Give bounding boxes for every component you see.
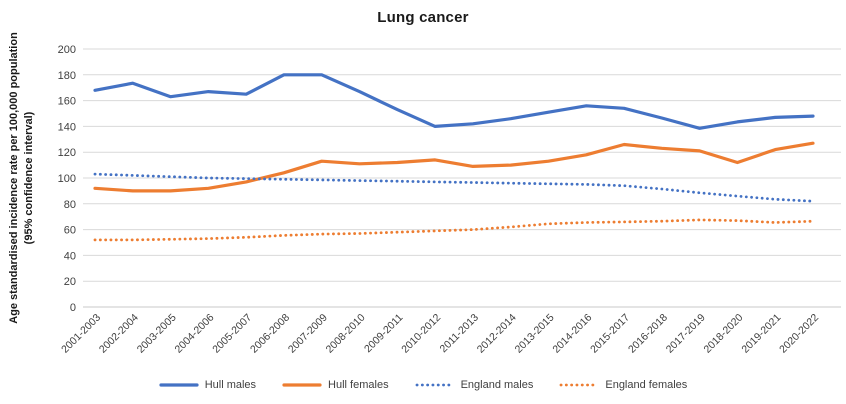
legend-hull-males-line-sample bbox=[159, 383, 199, 387]
y-axis-tick-label: 20 bbox=[64, 276, 76, 288]
series-hull-males-line bbox=[93, 73, 815, 130]
x-axis-tick-label: 2017-2019 bbox=[664, 312, 708, 356]
y-axis-tick-label: 100 bbox=[58, 173, 76, 185]
chart-legend: Hull males Hull females England males Engla… bbox=[0, 374, 846, 396]
legend-label-hull-females: Hull females bbox=[328, 379, 389, 391]
chart-title: Lung cancer bbox=[377, 9, 469, 26]
y-axis-tick-label: 80 bbox=[64, 199, 76, 211]
y-axis-tick-label: 160 bbox=[58, 96, 76, 108]
x-axis-tick-label: 2012-2014 bbox=[475, 312, 519, 356]
x-axis-tick-label: 2016-2018 bbox=[626, 312, 670, 356]
legend-item-england-females: England females bbox=[559, 379, 687, 391]
x-axis-tick-label: 2004-2006 bbox=[172, 312, 216, 356]
series-england-females-line bbox=[93, 218, 815, 242]
x-axis-tick-label: 2014-2016 bbox=[550, 312, 594, 356]
x-axis-tick-label: 2005-2007 bbox=[210, 312, 254, 356]
x-axis-tick-label: 2020-2022 bbox=[777, 312, 821, 356]
x-axis-tick-label: 2018-2020 bbox=[702, 312, 746, 356]
y-axis-tick-label: 120 bbox=[58, 147, 76, 159]
legend-label-england-females: England females bbox=[605, 379, 688, 391]
legend-label-england-males: England males bbox=[460, 379, 534, 391]
legend-england-females-line-sample bbox=[559, 383, 599, 387]
legend-label-hull-males: Hull males bbox=[204, 379, 257, 391]
y-axis-tick-label: 180 bbox=[58, 70, 76, 82]
x-axis-tick-label: 2009-2011 bbox=[362, 312, 406, 356]
y-axis-tick-label: 200 bbox=[58, 44, 76, 56]
x-axis-tick-label: 2007-2009 bbox=[286, 312, 330, 356]
x-axis-tick-label: 2019-2021 bbox=[739, 312, 783, 356]
y-axis-tick-label: 0 bbox=[70, 302, 76, 314]
x-axis-tick-label: 2015-2017 bbox=[588, 312, 632, 356]
series-england-males-line bbox=[93, 172, 815, 203]
x-axis-tick-label: 2013-2015 bbox=[513, 312, 557, 356]
x-axis-tick-label: 2010-2012 bbox=[399, 312, 443, 356]
y-axis-tick-label: 60 bbox=[64, 225, 76, 237]
x-axis-tick-label: 2008-2010 bbox=[324, 312, 368, 356]
x-axis-tick-label: 2001-2003 bbox=[59, 312, 103, 356]
x-axis-tick-label: 2002-2004 bbox=[97, 312, 141, 356]
legend-hull-females-line-sample bbox=[282, 383, 322, 387]
legend-item-hull-females: Hull females bbox=[282, 379, 389, 391]
legend-item-england-males: England males bbox=[415, 379, 534, 391]
x-axis-tick-label: 2003-2005 bbox=[135, 312, 179, 356]
legend-england-males-line-sample bbox=[415, 383, 454, 387]
x-axis-tick-label: 2006-2008 bbox=[248, 312, 292, 356]
series-hull-females-line bbox=[93, 141, 815, 193]
y-axis-tick-label: 140 bbox=[58, 121, 76, 133]
x-axis-tick-label: 2011-2013 bbox=[438, 312, 482, 356]
y-axis-tick-label: 40 bbox=[64, 250, 76, 262]
legend-item-hull-males: Hull males bbox=[159, 379, 256, 391]
